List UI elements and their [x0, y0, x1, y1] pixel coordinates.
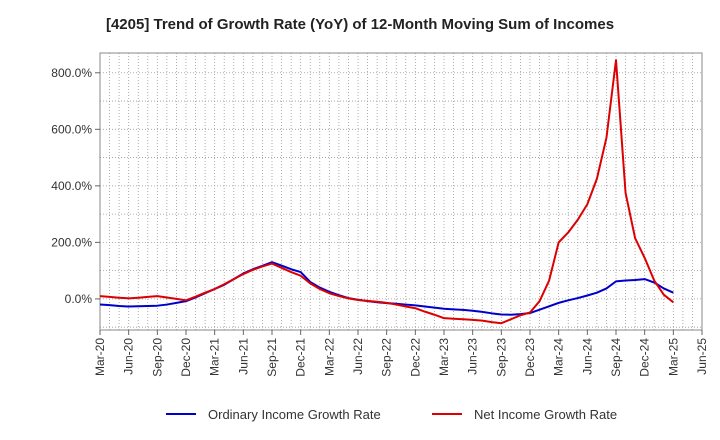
series-line-net-income: [99, 59, 674, 325]
x-tick-label: Dec-22: [408, 338, 422, 377]
chart-title: [4205] Trend of Growth Rate (YoY) of 12-…: [105, 16, 615, 33]
x-tick-label: Mar-25: [666, 338, 680, 376]
x-tick-label: Dec-20: [179, 338, 193, 377]
x-tick-label: Jun-23: [466, 338, 480, 375]
x-tick-label: Jun-22: [351, 338, 365, 375]
x-tick-label: Mar-23: [437, 338, 451, 376]
y-tick-label: 0.0%: [65, 292, 93, 306]
x-tick-label: Mar-22: [322, 338, 336, 376]
series-lines: [99, 59, 674, 325]
x-tick-label: Jun-20: [122, 338, 136, 375]
x-tick-label: Dec-23: [523, 338, 537, 377]
x-tick-label: Dec-24: [638, 338, 652, 377]
x-tick-label: Sep-22: [380, 338, 394, 377]
y-tick-label: 200.0%: [51, 235, 92, 249]
y-tick-label: 400.0%: [51, 179, 92, 193]
x-tick-label: Sep-24: [609, 338, 623, 377]
x-tick-label: Mar-20: [93, 338, 107, 376]
plot-area-frame: [99, 52, 703, 331]
y-tick-label: 800.0%: [51, 66, 92, 80]
x-tick-label: Jun-24: [580, 338, 594, 375]
legend: Ordinary Income Growth Rate Net Income Gr…: [166, 407, 617, 422]
x-tick-label: Jun-21: [236, 338, 250, 375]
x-tick-label: Sep-20: [150, 338, 164, 377]
x-tick-label: Dec-21: [294, 338, 308, 377]
x-tick-label: Sep-23: [494, 338, 508, 377]
x-tick-label: Jun-25: [695, 338, 709, 375]
series-line-ordinary-income: [99, 261, 674, 316]
x-tick-label: Mar-24: [552, 338, 566, 376]
legend-label: Net Income Growth Rate: [474, 407, 617, 422]
y-axis: 0.0% 200.0% 400.0% 600.0% 800.0%: [51, 66, 100, 306]
x-axis: Mar-20 Jun-20 Sep-20 Dec-20 Mar-21 Jun-21 Sep-…: [93, 330, 709, 377]
y-tick-label: 600.0%: [51, 122, 92, 136]
x-tick-label: Sep-21: [265, 338, 279, 377]
x-tick-label: Mar-21: [208, 338, 222, 376]
legend-label: Ordinary Income Growth Rate: [208, 407, 381, 422]
